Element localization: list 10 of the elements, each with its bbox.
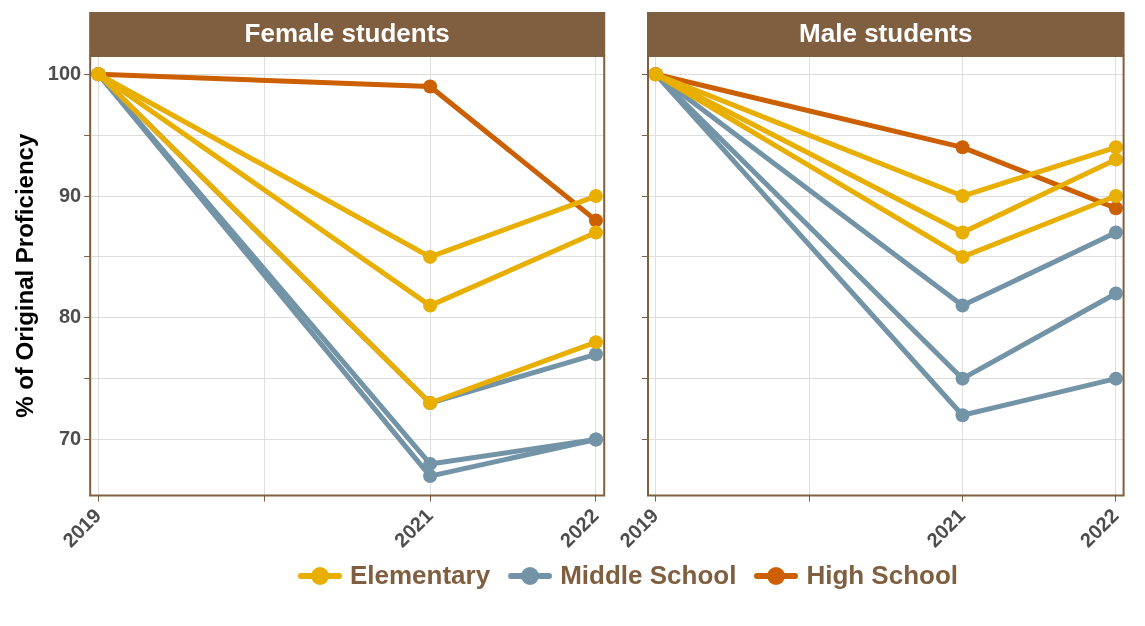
chart-title: Female students	[244, 18, 450, 49]
legend-label: High School	[806, 560, 959, 591]
y-tick-label: 70	[58, 427, 82, 450]
y-tick-label: 80	[58, 305, 82, 328]
legend-label: Elementary	[349, 560, 491, 591]
chart-title: Male students	[799, 18, 973, 49]
y-tick-label: 90	[58, 183, 82, 206]
legend-label: Middle School	[560, 560, 737, 591]
y-tick-label: 100	[47, 61, 82, 84]
y-axis-title: % of Original Proficiency	[11, 133, 39, 418]
